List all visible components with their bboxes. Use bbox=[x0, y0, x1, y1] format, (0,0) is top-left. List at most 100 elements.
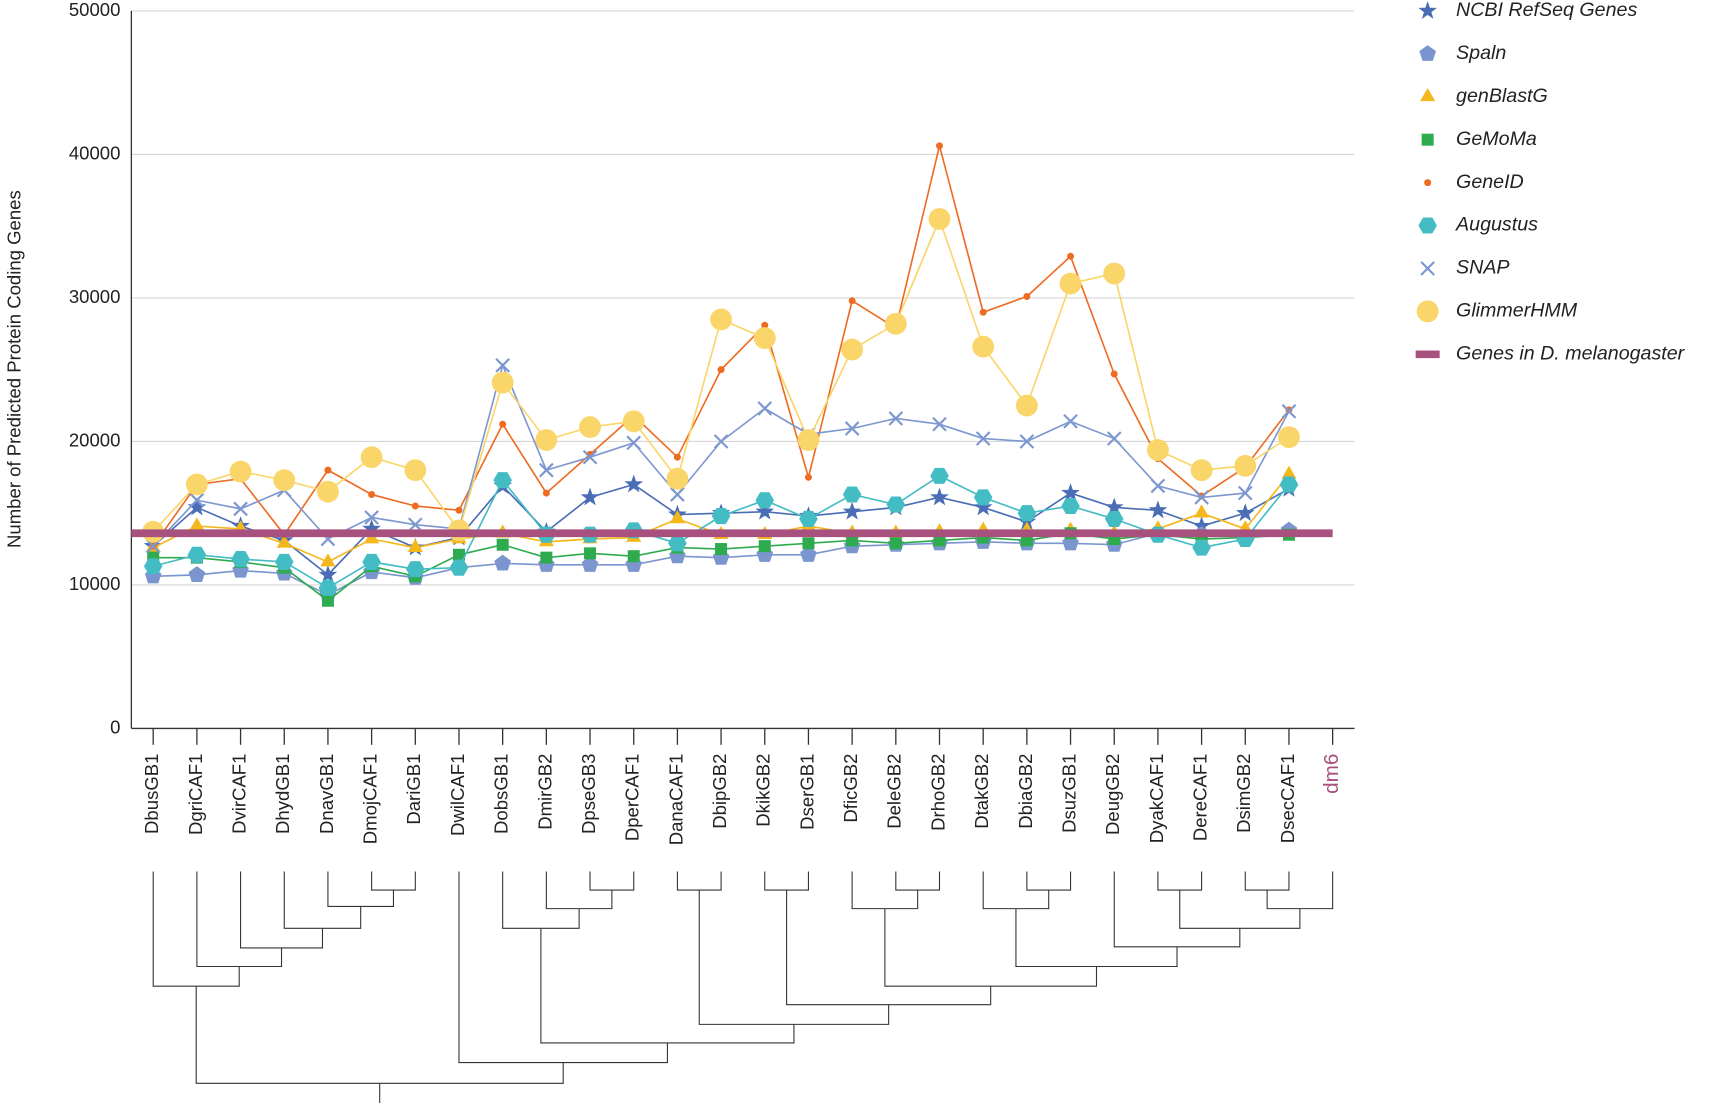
marker bbox=[582, 449, 598, 465]
dendrogram-branch bbox=[895, 871, 941, 891]
x-tick-label: DmirGB2 bbox=[534, 754, 555, 830]
marker bbox=[753, 327, 776, 350]
marker bbox=[802, 537, 815, 550]
x-tick-label: DbiaGB2 bbox=[1015, 754, 1036, 829]
marker bbox=[886, 496, 906, 513]
marker bbox=[495, 358, 510, 373]
marker bbox=[406, 561, 425, 578]
dendrogram-branch bbox=[152, 871, 240, 987]
marker bbox=[187, 497, 207, 516]
y-tick-label: 50000 bbox=[69, 0, 121, 20]
marker bbox=[973, 497, 993, 516]
dendrogram bbox=[152, 871, 1334, 1103]
marker bbox=[627, 550, 640, 563]
marker bbox=[542, 489, 550, 497]
x-tick-label: DbusGB1 bbox=[141, 754, 162, 834]
marker bbox=[973, 489, 993, 506]
x-tick-label: dm6 bbox=[1320, 754, 1343, 794]
marker bbox=[715, 543, 728, 556]
marker bbox=[884, 312, 907, 335]
marker bbox=[1104, 497, 1124, 516]
marker bbox=[1063, 414, 1078, 429]
legend-text: Genes in D. melanogaster bbox=[1456, 342, 1686, 364]
marker bbox=[848, 297, 856, 305]
dendrogram-branch bbox=[1113, 871, 1241, 948]
marker bbox=[317, 480, 339, 503]
marker bbox=[321, 594, 334, 607]
marker bbox=[1421, 133, 1434, 146]
marker bbox=[842, 486, 862, 503]
marker bbox=[449, 559, 469, 576]
marker bbox=[368, 491, 376, 499]
marker bbox=[1420, 88, 1436, 102]
dendrogram-branch bbox=[786, 890, 992, 1006]
marker bbox=[584, 547, 597, 560]
marker bbox=[324, 466, 332, 474]
legend-text: Augustus bbox=[1455, 214, 1538, 236]
marker bbox=[711, 508, 731, 525]
marker bbox=[800, 546, 817, 562]
marker bbox=[626, 435, 642, 451]
dendrogram-branch bbox=[283, 871, 362, 929]
marker bbox=[364, 510, 379, 525]
marker bbox=[455, 506, 463, 514]
marker bbox=[755, 492, 775, 509]
dendrogram-branch bbox=[327, 871, 395, 907]
legend-text: GeneID bbox=[1456, 171, 1524, 193]
marker bbox=[930, 487, 949, 506]
x-tick-label: DsuzGB1 bbox=[1058, 754, 1079, 833]
marker bbox=[1192, 516, 1211, 535]
dendrogram-branch bbox=[1244, 871, 1290, 891]
marker bbox=[189, 517, 205, 531]
marker bbox=[404, 459, 427, 482]
x-tick-label: DeleGB2 bbox=[884, 754, 905, 829]
marker bbox=[761, 321, 769, 329]
marker bbox=[1235, 503, 1255, 522]
x-tick-label: DariGB1 bbox=[403, 754, 424, 825]
marker bbox=[320, 553, 336, 567]
marker bbox=[407, 538, 423, 552]
marker bbox=[758, 540, 771, 553]
legend-text: genBlastG bbox=[1456, 85, 1548, 107]
marker bbox=[1067, 252, 1075, 260]
marker bbox=[494, 554, 511, 571]
marker bbox=[189, 492, 205, 508]
series bbox=[142, 208, 1300, 543]
marker bbox=[1418, 217, 1437, 234]
marker bbox=[624, 474, 644, 493]
legend-text: GeMoMa bbox=[1456, 128, 1537, 150]
marker bbox=[274, 553, 294, 570]
marker bbox=[540, 551, 553, 564]
marker bbox=[1237, 485, 1253, 501]
marker bbox=[1150, 478, 1166, 494]
x-tick-label: DwilCAF1 bbox=[447, 754, 468, 836]
marker bbox=[318, 579, 338, 596]
marker bbox=[1424, 179, 1432, 187]
marker bbox=[932, 416, 947, 432]
x-tick-label: DnavGB1 bbox=[316, 754, 337, 834]
dendrogram-branch bbox=[764, 871, 809, 891]
marker bbox=[933, 534, 946, 547]
marker bbox=[1420, 261, 1435, 276]
marker bbox=[710, 308, 733, 331]
marker bbox=[1190, 459, 1213, 482]
x-tick-label: DgriCAF1 bbox=[185, 754, 206, 835]
marker bbox=[360, 446, 383, 469]
marker bbox=[804, 473, 812, 481]
marker bbox=[622, 410, 645, 433]
marker bbox=[318, 565, 338, 583]
marker bbox=[1279, 476, 1299, 493]
marker bbox=[669, 510, 685, 524]
marker bbox=[1281, 403, 1297, 419]
marker bbox=[1234, 454, 1257, 477]
dendrogram-branch bbox=[540, 928, 795, 1044]
y-axis-label: Number of Predicted Protein Coding Genes bbox=[4, 190, 25, 548]
marker bbox=[187, 546, 207, 563]
x-tick-label: DrhoGB2 bbox=[927, 754, 948, 831]
marker bbox=[581, 556, 599, 572]
marker bbox=[231, 551, 250, 568]
y-tick-label: 40000 bbox=[69, 142, 121, 163]
dendrogram-branch bbox=[196, 871, 283, 968]
marker bbox=[673, 453, 681, 461]
marker bbox=[846, 534, 859, 547]
